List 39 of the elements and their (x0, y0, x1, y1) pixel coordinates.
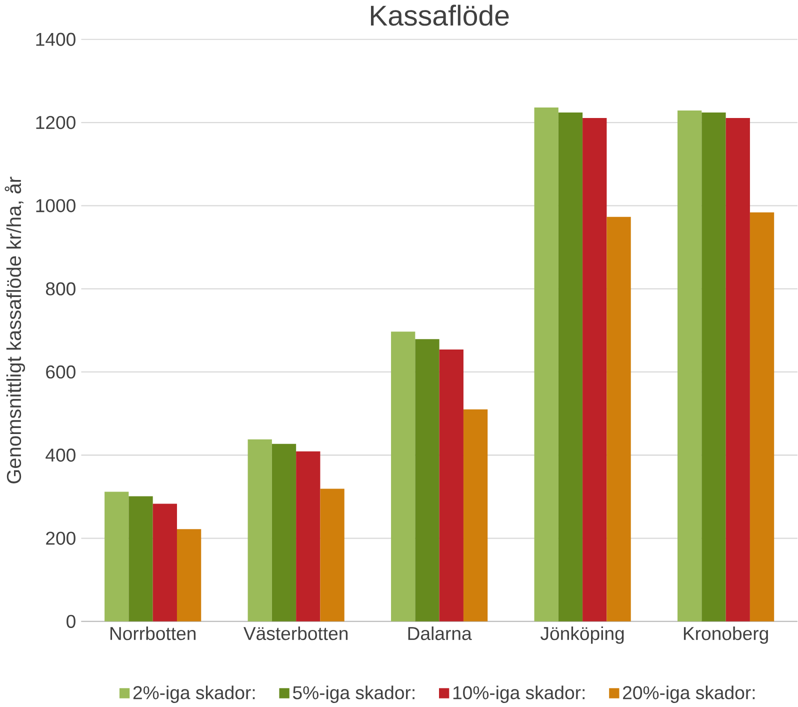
bar (152, 504, 177, 622)
bar (582, 118, 607, 622)
y-tick-label: 1400 (36, 32, 76, 46)
chart-title: Kassaflöde (370, 4, 509, 26)
bar (272, 444, 296, 622)
bar (606, 216, 631, 622)
x-tick-label: Norrbotten (110, 626, 196, 640)
bar (534, 108, 558, 622)
x-tick-label: Kronoberg (684, 626, 768, 644)
legend-label: 5%-iga skador: (292, 686, 414, 703)
bar (391, 332, 416, 622)
bar (104, 492, 129, 622)
bar (415, 339, 440, 622)
y-tick-label: 200 (46, 532, 76, 545)
bar (176, 529, 202, 622)
y-axis-title: Genomsnittligt kassaflöde kr/ha, år (4, 176, 26, 484)
bar (726, 118, 750, 622)
x-tick-label: Västerbotten (244, 626, 348, 640)
legend-label: 10%-iga skador: (453, 686, 584, 703)
bar (439, 350, 464, 622)
bar (678, 110, 702, 622)
bar (750, 212, 774, 622)
x-tick-label: Jönköping (540, 626, 624, 644)
y-tick-label: 800 (46, 282, 76, 296)
bar (320, 488, 344, 622)
bar (296, 451, 320, 622)
y-tick-label: 0 (66, 614, 76, 628)
bar (702, 112, 726, 622)
bar (128, 496, 153, 622)
bar (248, 439, 272, 622)
y-tick-label: 1200 (36, 116, 76, 130)
bar (558, 112, 583, 622)
x-tick-label: Dalarna (408, 626, 472, 640)
y-tick-label: 400 (46, 448, 76, 462)
bar (463, 409, 488, 622)
y-tick-label: 600 (46, 365, 76, 379)
y-tick-label: 1000 (36, 199, 76, 212)
legend-label: 2%-iga skador: (133, 686, 255, 703)
legend-label: 20%-iga skador: (623, 686, 755, 703)
